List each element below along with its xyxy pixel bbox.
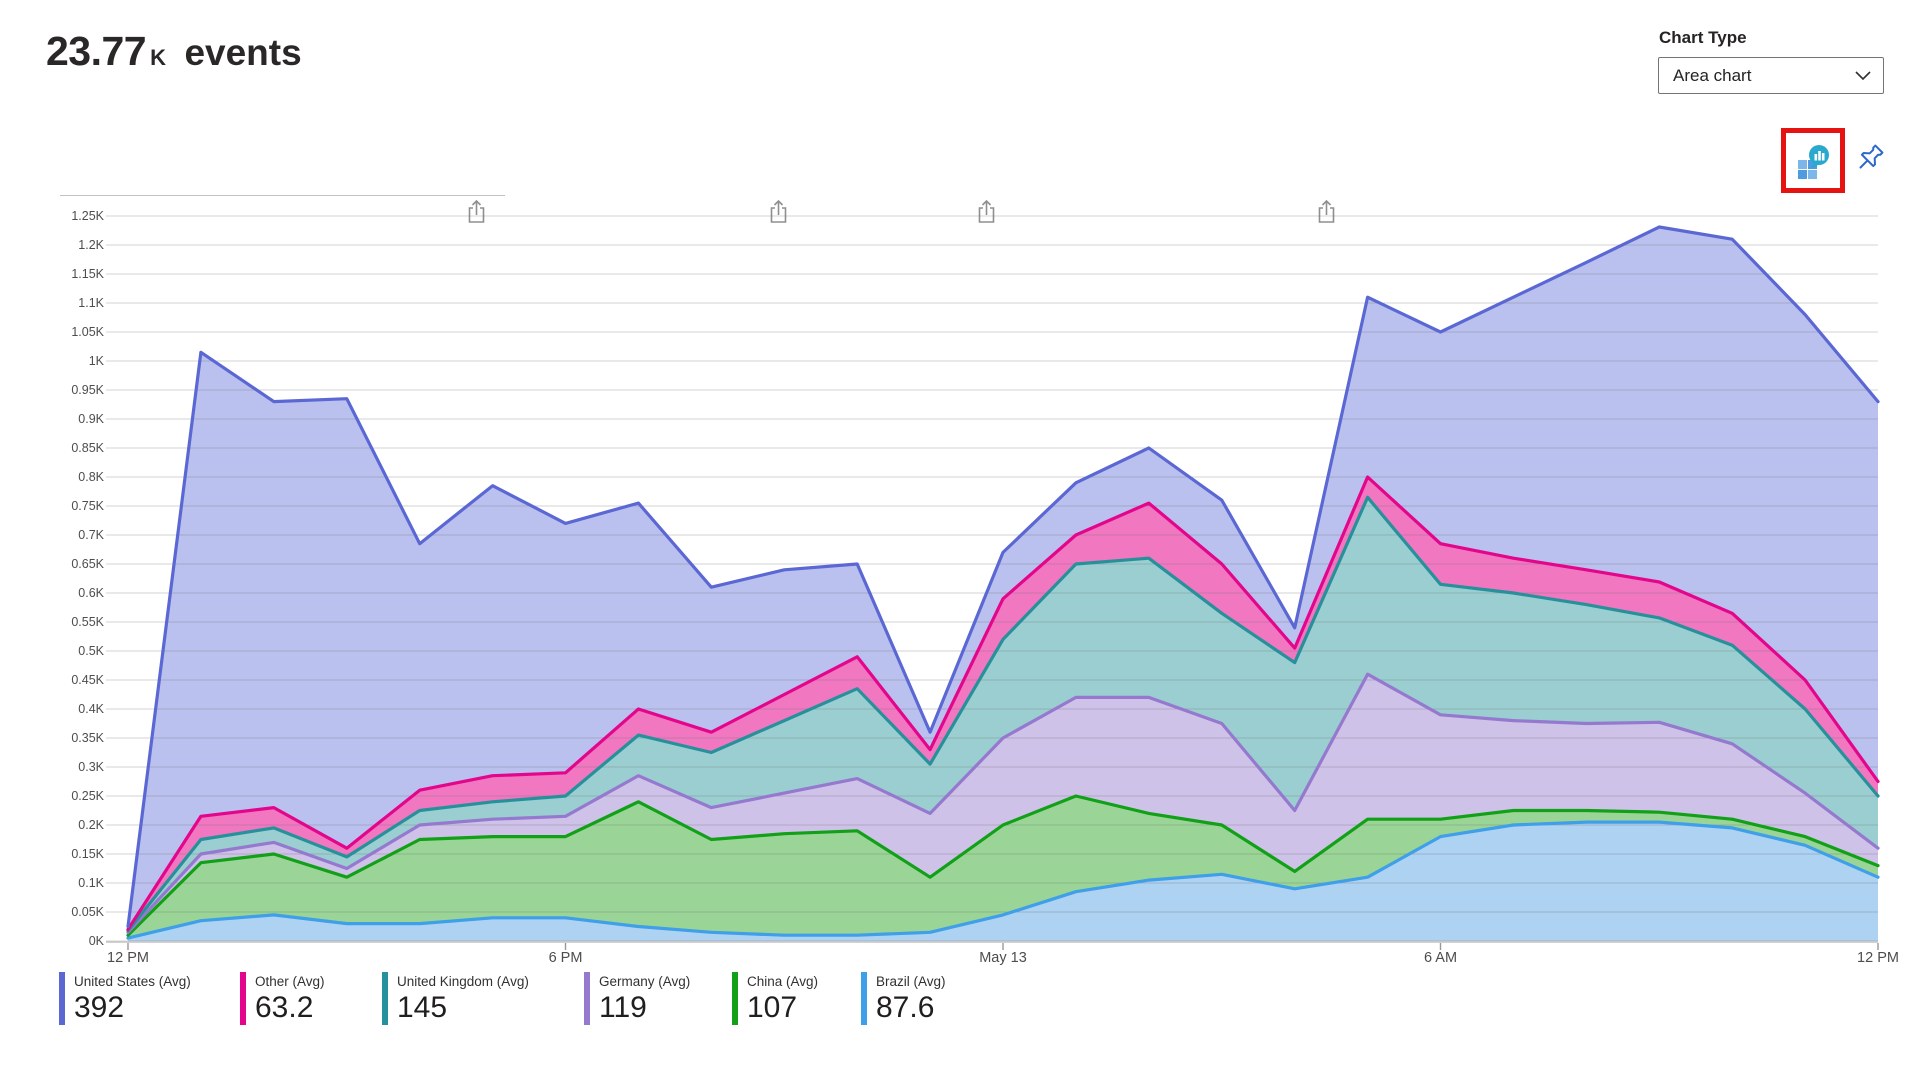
legend-item[interactable]: United States (Avg) 392	[59, 972, 191, 1025]
y-axis-label: 0.45K	[44, 672, 106, 688]
area-band-united-states	[128, 227, 1878, 930]
metric-unit: K	[150, 45, 166, 70]
y-axis-label: 0.3K	[44, 759, 106, 775]
y-axis-label: 1.2K	[44, 237, 106, 253]
series-line-germany	[126, 672, 1880, 934]
y-axis-label: 1.1K	[44, 295, 106, 311]
legend-value: 87.6	[876, 991, 935, 1024]
metric-name: events	[184, 32, 302, 73]
y-axis-label: 0.9K	[44, 411, 106, 427]
share-icon[interactable]	[977, 199, 996, 224]
share-icon[interactable]	[769, 199, 788, 224]
x-axis-label: 6 PM	[548, 950, 583, 966]
y-axis-label: 1.25K	[44, 208, 106, 224]
y-axis-label: 1K	[44, 353, 106, 369]
y-axis-label: 0.6K	[44, 585, 106, 601]
series-line-brazil	[126, 820, 1880, 940]
x-axis-label: 6 AM	[1423, 950, 1458, 966]
legend-swatch	[732, 972, 738, 1025]
metric-value: 23.77	[46, 28, 147, 74]
x-axis-label: 12 PM	[107, 950, 149, 966]
y-axis-label: 0.95K	[44, 382, 106, 398]
chevron-down-icon	[1855, 71, 1871, 80]
legend-swatch	[861, 972, 867, 1025]
metrics-chart-icon[interactable]	[1794, 142, 1832, 180]
share-icon[interactable]	[1317, 199, 1336, 224]
y-axis-label: 0.05K	[44, 904, 106, 920]
y-axis-label: 1.15K	[44, 266, 106, 282]
chart-type-dropdown[interactable]: Area chart	[1658, 57, 1884, 94]
share-icon[interactable]	[467, 199, 486, 224]
legend-label: Germany (Avg)	[599, 974, 691, 989]
y-axis-label: 0.25K	[44, 788, 106, 804]
legend-value: 145	[397, 991, 448, 1024]
y-axis-label: 0.2K	[44, 817, 106, 833]
legend-label: China (Avg)	[747, 974, 819, 989]
y-axis-label: 0.5K	[44, 643, 106, 659]
x-axis-label: May 13	[979, 950, 1027, 966]
x-axis-label: 12 PM	[1857, 950, 1899, 966]
y-axis-label: 0K	[44, 933, 106, 949]
pin-icon[interactable]	[1852, 141, 1886, 177]
area-band-germany	[128, 674, 1878, 936]
metrics-button-highlight	[1781, 128, 1845, 193]
legend-item[interactable]: United Kingdom (Avg) 145	[382, 972, 529, 1025]
legend-label: Other (Avg)	[255, 974, 325, 989]
y-axis-label: 0.15K	[44, 846, 106, 862]
legend-value: 107	[747, 991, 798, 1024]
legend-item[interactable]: Germany (Avg) 119	[584, 972, 690, 1025]
legend-value: 392	[74, 991, 125, 1024]
chart-type-label: Chart Type	[1659, 28, 1747, 47]
y-axis-label: 0.4K	[44, 701, 106, 717]
y-axis-label: 0.7K	[44, 527, 106, 543]
series-line-united-kingdom	[126, 495, 1880, 933]
legend-label: Brazil (Avg)	[876, 974, 946, 989]
legend-item[interactable]: Other (Avg) 63.2	[240, 972, 325, 1025]
chart-type-selected-value: Area chart	[1673, 65, 1752, 85]
series-line-other	[126, 475, 1880, 931]
y-axis-label: 0.65K	[44, 556, 106, 572]
area-band-brazil	[128, 822, 1878, 941]
y-axis-label: 0.75K	[44, 498, 106, 514]
legend-item[interactable]: China (Avg) 107	[732, 972, 818, 1025]
legend-label: United States (Avg)	[74, 974, 191, 989]
legend-swatch	[240, 972, 246, 1025]
series-line-united-states	[126, 225, 1880, 929]
legend-swatch	[59, 972, 65, 1025]
y-axis-label: 0.1K	[44, 875, 106, 891]
legend-value: 63.2	[255, 991, 314, 1024]
legend-item[interactable]: Brazil (Avg) 87.6	[861, 972, 946, 1025]
legend-swatch	[382, 972, 388, 1025]
legend-value: 119	[599, 991, 647, 1024]
y-axis-label: 0.55K	[44, 614, 106, 630]
legend-swatch	[584, 972, 590, 1025]
area-band-united-kingdom	[128, 497, 1878, 933]
y-axis-label: 0.35K	[44, 730, 106, 746]
page-title: 23.77 K events	[46, 28, 302, 75]
y-axis-label: 0.8K	[44, 469, 106, 485]
series-line-china	[126, 794, 1880, 937]
y-axis-label: 1.05K	[44, 324, 106, 340]
y-axis-label: 0.85K	[44, 440, 106, 456]
legend-label: United Kingdom (Avg)	[397, 974, 529, 989]
area-band-china	[128, 796, 1878, 939]
divider	[60, 195, 505, 196]
